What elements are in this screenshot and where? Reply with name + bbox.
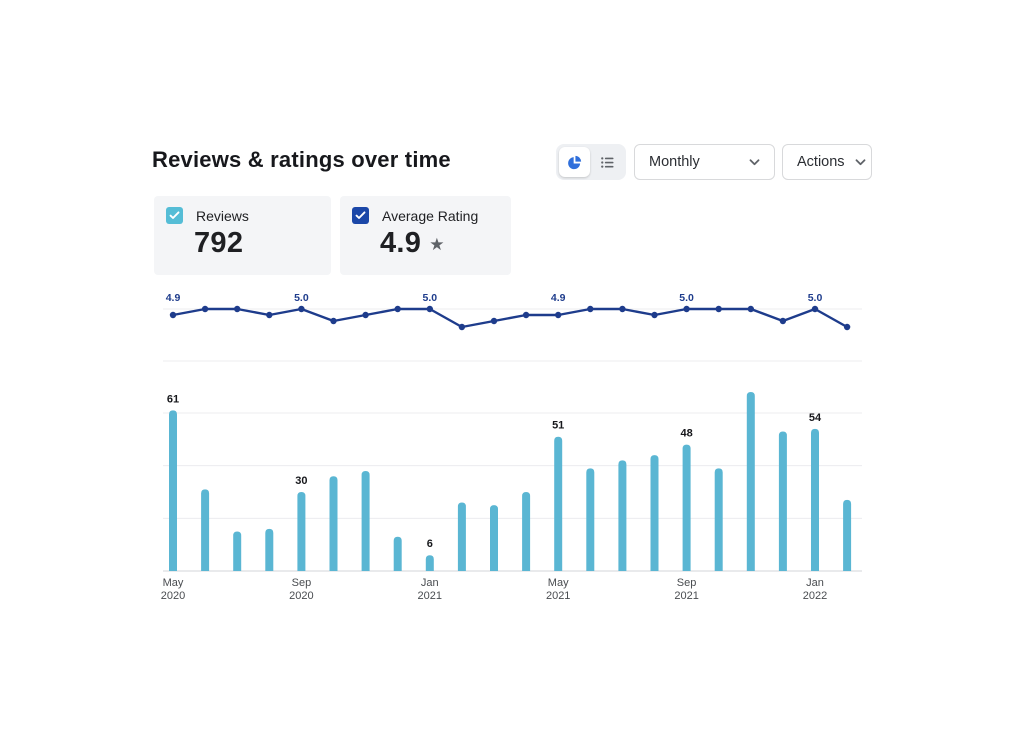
rating-point	[747, 305, 754, 313]
rating-point	[266, 311, 273, 319]
review-bar	[843, 499, 852, 571]
rating-point	[843, 323, 851, 331]
rating-point	[394, 305, 401, 313]
page-title: Reviews & ratings over time	[152, 147, 451, 172]
review-bar	[201, 489, 210, 571]
rating-point	[201, 305, 209, 313]
rating-point-label: 4.9	[551, 292, 566, 304]
reviews-card-label: Reviews	[196, 207, 249, 224]
review-bar	[361, 470, 370, 571]
bar-value-label: 48	[680, 428, 692, 440]
rating-point	[234, 305, 241, 313]
reviews-checkbox[interactable]	[166, 207, 183, 224]
pie-chart-icon	[567, 155, 582, 170]
bar-value-label: 61	[167, 393, 179, 405]
bar-value-label: 30	[295, 475, 307, 487]
x-axis-tick-label: 2021	[674, 590, 698, 602]
review-bar	[714, 468, 723, 571]
review-bar	[393, 536, 402, 571]
rating-point-label: 4.9	[166, 292, 181, 304]
review-bar	[650, 455, 659, 571]
rating-point	[298, 305, 305, 313]
rating-point	[362, 311, 369, 319]
average-rating-value: 4.9	[380, 227, 422, 259]
rating-point	[715, 305, 722, 313]
rating-point	[619, 305, 626, 313]
star-icon: ★	[429, 234, 445, 254]
rating-point-label: 5.0	[808, 292, 823, 304]
actions-dropdown[interactable]: Actions	[782, 144, 872, 180]
review-bar	[746, 391, 755, 571]
x-axis-tick-label: 2021	[546, 590, 570, 602]
review-bar	[778, 431, 787, 571]
review-bar	[457, 502, 466, 571]
list-icon	[600, 155, 615, 170]
review-bar	[682, 444, 691, 571]
x-axis-tick-label: 2020	[161, 590, 185, 602]
rating-point	[330, 317, 337, 325]
rating-point-label: 5.0	[679, 292, 694, 304]
review-bar	[297, 492, 306, 571]
rating-point	[555, 311, 562, 319]
reviews-summary-card: Reviews 792	[154, 196, 331, 275]
rating-point	[426, 305, 433, 313]
review-bar	[522, 492, 531, 571]
rating-point	[651, 311, 658, 319]
rating-point	[811, 305, 819, 313]
rating-line	[171, 307, 849, 329]
rating-line-chart: 4.9 5.0 5.0 4.9 5.0 5.0	[163, 292, 862, 362]
rating-point	[779, 317, 787, 325]
average-rating-card-label: Average Rating	[382, 207, 479, 224]
rating-point	[587, 305, 594, 313]
rating-point	[490, 317, 498, 325]
reviews-total-value: 792	[194, 227, 244, 259]
x-axis-tick-label: 2020	[289, 590, 313, 602]
list-view-button[interactable]	[592, 147, 623, 177]
reviews-bar-chart: 61306514854May2020Sep2020Jan2021May2021S…	[161, 391, 862, 602]
review-bar	[425, 555, 434, 571]
actions-dropdown-label: Actions	[797, 154, 845, 170]
x-axis-tick-label: 2021	[418, 590, 442, 602]
review-bar	[618, 460, 627, 571]
x-axis-tick-label: May	[163, 577, 184, 589]
rating-point	[522, 311, 530, 319]
review-bar	[233, 531, 242, 571]
bar-value-label: 54	[809, 412, 822, 424]
review-bar	[329, 476, 338, 571]
review-bar	[554, 436, 563, 571]
rating-point	[169, 311, 177, 319]
chevron-down-icon	[749, 158, 760, 166]
chevron-down-icon	[855, 158, 866, 166]
review-bar	[169, 410, 177, 571]
rating-point-label: 5.0	[422, 292, 437, 304]
chart-view-button[interactable]	[559, 147, 590, 177]
x-axis-tick-label: May	[548, 577, 569, 589]
x-axis-tick-label: Sep	[292, 577, 312, 589]
review-bar	[265, 528, 274, 571]
bar-value-label: 6	[427, 538, 433, 550]
bar-value-label: 51	[552, 420, 564, 432]
average-rating-summary-card: Average Rating 4.9 ★	[340, 196, 511, 275]
interval-dropdown[interactable]: Monthly	[634, 144, 775, 180]
rating-point	[683, 305, 690, 313]
average-rating-checkbox[interactable]	[352, 207, 369, 224]
x-axis-tick-label: Jan	[806, 577, 824, 589]
x-axis-tick-label: 2022	[803, 590, 827, 602]
review-bar	[811, 428, 819, 571]
x-axis-tick-label: Sep	[677, 577, 697, 589]
x-axis-tick-label: Jan	[421, 577, 439, 589]
rating-point-label: 5.0	[294, 292, 309, 304]
interval-dropdown-value: Monthly	[649, 154, 700, 170]
view-toggle-group	[556, 144, 626, 180]
review-bar	[490, 505, 498, 571]
rating-point	[458, 323, 466, 331]
review-bar	[586, 468, 595, 571]
